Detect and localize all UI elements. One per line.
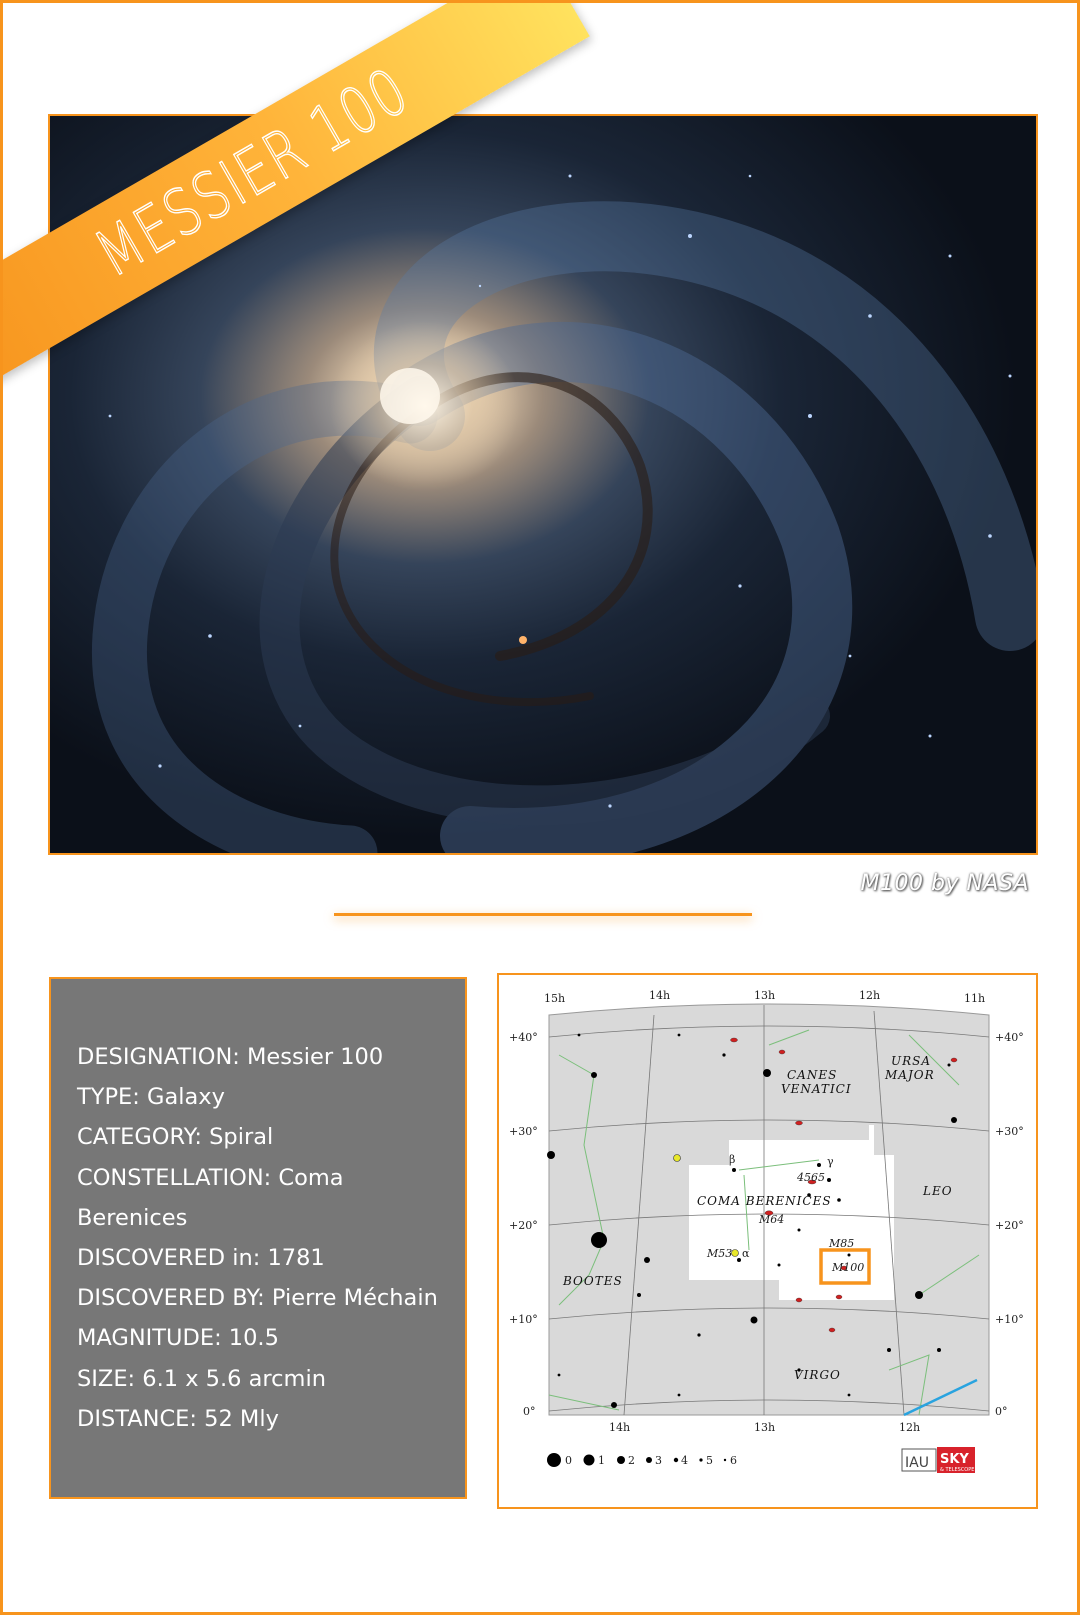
star-chart: 15h 14h 13h 12h 11h 14h 13h 12h +40° +30…	[497, 973, 1038, 1509]
section-divider	[334, 913, 752, 916]
dec-left-10: +10°	[509, 1313, 538, 1326]
coma-region	[689, 1125, 894, 1300]
dec-right-40: +40°	[995, 1031, 1024, 1044]
label-major: MAJOR	[884, 1068, 935, 1082]
ra-top-12: 12h	[859, 989, 880, 1002]
dec-right-20: +20°	[995, 1219, 1024, 1232]
magnitude-legend: 0 1 2 3 4 5 6	[547, 1453, 737, 1467]
info-constellation-cont: Berenices	[77, 1204, 188, 1231]
mag-2: 2	[628, 1454, 635, 1467]
m100-marker	[819, 1248, 871, 1285]
mag-1: 1	[598, 1454, 605, 1467]
info-list: DESIGNATION: Messier 100 TYPE: Galaxy CA…	[77, 1037, 457, 1439]
info-type: TYPE: Galaxy	[77, 1084, 225, 1111]
label-m85: M85	[828, 1237, 854, 1250]
info-distance: DISTANCE: 52 Mly	[77, 1405, 279, 1432]
label-m64: M64	[758, 1213, 784, 1226]
info-discovered-in: DISCOVERED in: 1781	[77, 1245, 325, 1272]
info-designation: DESIGNATION: Messier 100	[77, 1044, 384, 1070]
ra-top-11: 11h	[964, 992, 985, 1005]
dec-right-10: +10°	[995, 1313, 1024, 1326]
mag-6: 6	[730, 1454, 737, 1467]
label-m53: M53	[706, 1247, 732, 1260]
ra-bottom-14: 14h	[609, 1421, 630, 1434]
dec-right-30: +30°	[995, 1125, 1024, 1138]
sky-text: SKY	[940, 1452, 969, 1467]
ra-bottom-12: 12h	[899, 1421, 920, 1434]
sky-telescope-logo: SKY & TELESCOPE	[937, 1447, 975, 1473]
ra-bottom-13: 13h	[754, 1421, 775, 1434]
sky-sub-text: & TELESCOPE	[940, 1467, 974, 1473]
dec-left-20: +20°	[509, 1219, 538, 1232]
photo-caption: M100 by NASA	[860, 871, 1029, 896]
mag-5: 5	[706, 1454, 713, 1467]
info-magnitude: MAGNITUDE: 10.5	[77, 1325, 279, 1352]
iau-text: IAU	[905, 1455, 929, 1471]
label-alpha: α	[742, 1247, 750, 1260]
dec-left-0: 0°	[523, 1405, 536, 1418]
ra-top-13: 13h	[754, 989, 775, 1002]
star-chart-svg: 15h 14h 13h 12h 11h 14h 13h 12h +40° +30…	[509, 989, 1024, 1473]
label-venatici: VENATICI	[781, 1082, 852, 1096]
label-4565: 4565	[796, 1171, 825, 1184]
label-ursa: URSA	[891, 1054, 931, 1068]
label-coma-berenices: COMA BERENICES	[697, 1194, 832, 1208]
label-virgo: VIRGO	[794, 1368, 841, 1382]
dec-left-30: +30°	[509, 1125, 538, 1138]
info-panel: DESIGNATION: Messier 100 TYPE: Galaxy CA…	[49, 977, 467, 1499]
label-m100: M100	[831, 1261, 864, 1274]
mag-4: 4	[681, 1454, 688, 1467]
mag-3: 3	[655, 1454, 662, 1467]
iau-logo: IAU	[901, 1448, 937, 1472]
info-constellation: CONSTELLATION: Coma	[77, 1164, 344, 1191]
label-beta: β	[729, 1153, 735, 1166]
label-gamma: γ	[827, 1155, 834, 1168]
ecliptic-line	[903, 1378, 978, 1417]
mag-0: 0	[565, 1454, 572, 1467]
label-canes: CANES	[787, 1068, 837, 1082]
dec-right-0: 0°	[995, 1405, 1008, 1418]
info-category: CATEGORY: Spiral	[77, 1124, 274, 1151]
dec-left-40: +40°	[509, 1031, 538, 1044]
label-bootes: BOOTES	[562, 1274, 623, 1288]
info-discovered-by: DISCOVERED BY: Pierre Méchain	[77, 1285, 438, 1312]
ra-top-15: 15h	[544, 992, 565, 1005]
info-size: SIZE: 6.1 x 5.6 arcmin	[77, 1365, 326, 1392]
ra-top-14: 14h	[649, 989, 670, 1002]
label-leo: LEO	[922, 1184, 953, 1198]
